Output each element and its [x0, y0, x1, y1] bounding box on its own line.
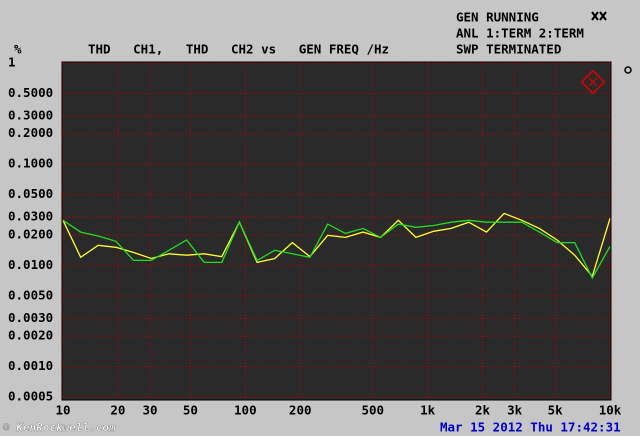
y-unit: %: [14, 42, 22, 57]
status-line: ANL 1:TERM 2:TERM: [456, 26, 584, 41]
y-tick-label: 0.0200: [8, 226, 53, 241]
y-tick-label: 0.3000: [8, 107, 53, 122]
chart-title: THD CH1, THD CH2 vs GEN FREQ /Hz: [88, 42, 389, 57]
x-tick-label: 5k: [548, 403, 564, 418]
x-tick-label: 3k: [507, 403, 523, 418]
watermark: © KenRockwell.com: [3, 421, 116, 434]
y-tick-label: 0.1000: [8, 156, 53, 171]
footer: [0, 419, 640, 436]
status-line: SWP TERMINATED: [456, 42, 561, 57]
y-tick-label: 0.0030: [8, 310, 53, 325]
y-tick-label: 0.0005: [8, 389, 53, 404]
status-icons: [591, 11, 632, 74]
status-line: GEN RUNNING: [456, 10, 539, 25]
timestamp: Mar 15 2012 Thu 17:42:31: [440, 420, 621, 435]
x-tick-label: 30: [142, 403, 157, 418]
x-tick-label: 2k: [475, 403, 491, 418]
y-tick-label: 0.0050: [8, 287, 53, 302]
plot-area: [61, 61, 612, 401]
y-tick-label: 0.0020: [8, 328, 53, 343]
grid: [62, 62, 611, 398]
y-tick-label: 0.0010: [8, 358, 53, 373]
y-tick-label: 0.0500: [8, 186, 53, 201]
y-tick-label: 1: [8, 55, 16, 70]
series: [62, 212, 611, 280]
logo: [580, 69, 606, 95]
y-tick-label: 0.0100: [8, 257, 53, 272]
x-tick-label: 10: [55, 403, 70, 418]
x-tick-label: 50: [183, 403, 198, 418]
x-tick-label: 1k: [420, 403, 436, 418]
series-line: [62, 212, 611, 278]
x-tick-label: 500: [361, 403, 384, 418]
y-tick-label: 0.0300: [8, 209, 53, 224]
x-tick-label: 100: [234, 403, 257, 418]
x-tick-label: 200: [289, 403, 312, 418]
x-tick-label: 10k: [599, 403, 622, 418]
series-line: [62, 219, 611, 280]
x-tick-label: 20: [110, 403, 125, 418]
y-tick-label: 0.5000: [8, 85, 53, 100]
y-tick-label: 0.2000: [8, 125, 53, 140]
